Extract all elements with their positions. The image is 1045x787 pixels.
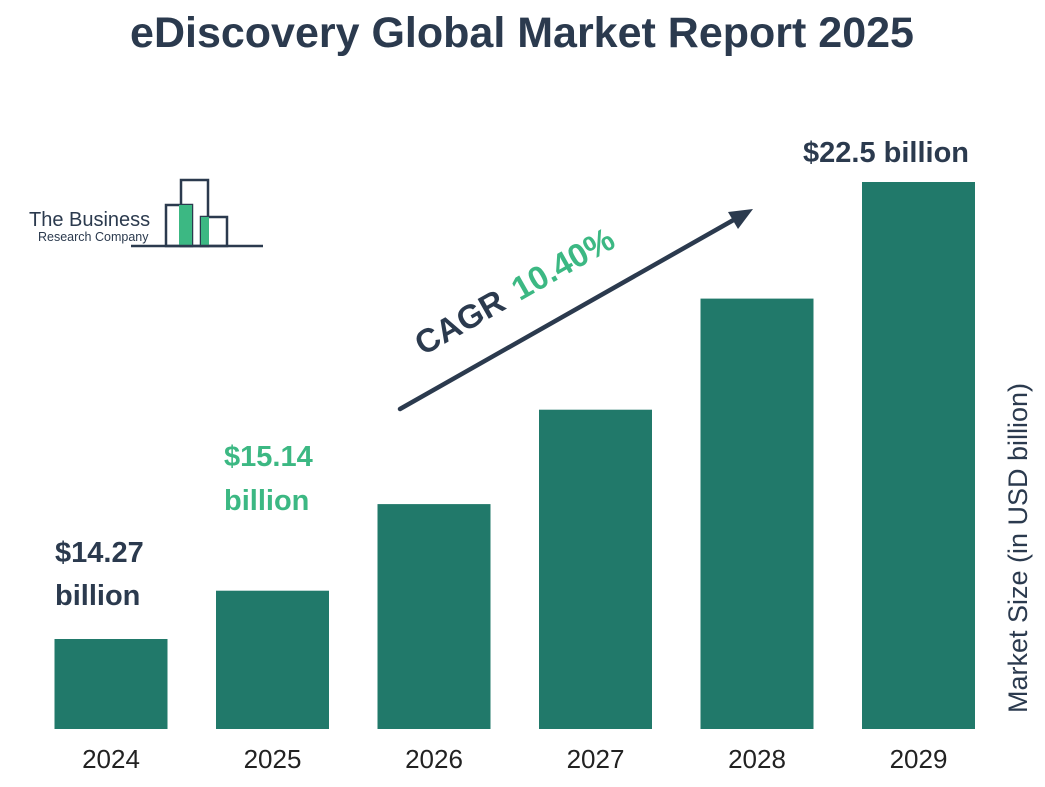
bar-2028 — [700, 298, 814, 729]
cagr-annotation: CAGR10.40% — [397, 209, 753, 412]
x-tick-2029: 2029 — [890, 744, 948, 774]
cagr-text: CAGR10.40% — [408, 220, 620, 362]
y-axis-label: Market Size (in USD billion) — [1003, 383, 1033, 713]
value-label-2024: $14.27 — [55, 537, 144, 569]
value-label-2025: $15.14 — [224, 441, 313, 473]
company-logo: The Business Research Company — [29, 178, 263, 248]
cagr-arrow-head — [728, 209, 753, 229]
x-tick-2028: 2028 — [728, 744, 786, 774]
chart-title: eDiscovery Global Market Report 2025 — [130, 9, 914, 57]
x-axis-ticks: 2024 2025 2026 2027 2028 2029 — [82, 744, 947, 774]
value-labels: $14.27 billion $15.14 billion $22.5 billion — [55, 137, 969, 612]
bars-group — [54, 182, 975, 729]
logo-graphic — [131, 178, 263, 248]
value-label-unit-2025: billion — [224, 485, 309, 517]
cagr-label: CAGR — [408, 282, 511, 362]
logo-line2: Research Company — [38, 230, 149, 244]
bar-2024 — [54, 639, 168, 729]
logo-line1: The Business — [29, 209, 150, 231]
bar-2025 — [216, 590, 329, 729]
cagr-arrow-line — [397, 215, 740, 412]
x-tick-2027: 2027 — [567, 744, 625, 774]
value-label-unit-2024: billion — [55, 580, 140, 612]
x-tick-2024: 2024 — [82, 744, 140, 774]
x-tick-2025: 2025 — [244, 744, 302, 774]
bar-2029 — [862, 182, 975, 729]
bar-2026 — [377, 504, 491, 729]
bar-2027 — [539, 409, 652, 729]
value-label-2029: $22.5 billion — [803, 137, 969, 169]
x-tick-2026: 2026 — [405, 744, 463, 774]
